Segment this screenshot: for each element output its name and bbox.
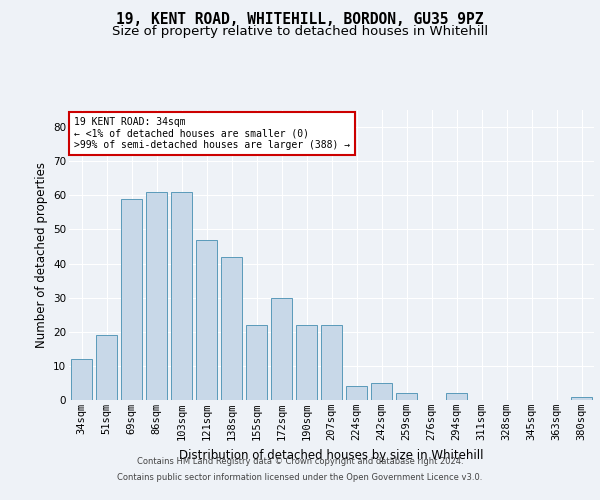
Bar: [271, 298, 292, 400]
Bar: [296, 325, 317, 400]
Bar: [246, 325, 267, 400]
Bar: [396, 393, 417, 400]
Text: Contains HM Land Registry data © Crown copyright and database right 2024.: Contains HM Land Registry data © Crown c…: [137, 458, 463, 466]
Bar: [196, 240, 217, 400]
Bar: [346, 386, 367, 400]
Bar: [446, 393, 467, 400]
Y-axis label: Number of detached properties: Number of detached properties: [35, 162, 47, 348]
Text: 19, KENT ROAD, WHITEHILL, BORDON, GU35 9PZ: 19, KENT ROAD, WHITEHILL, BORDON, GU35 9…: [116, 12, 484, 28]
Bar: [321, 325, 342, 400]
Bar: [221, 256, 242, 400]
Bar: [571, 396, 592, 400]
X-axis label: Distribution of detached houses by size in Whitehill: Distribution of detached houses by size …: [179, 448, 484, 462]
Bar: [121, 198, 142, 400]
Text: Contains public sector information licensed under the Open Government Licence v3: Contains public sector information licen…: [118, 472, 482, 482]
Text: Size of property relative to detached houses in Whitehill: Size of property relative to detached ho…: [112, 25, 488, 38]
Bar: [371, 383, 392, 400]
Bar: [171, 192, 192, 400]
Bar: [71, 359, 92, 400]
Text: 19 KENT ROAD: 34sqm
← <1% of detached houses are smaller (0)
>99% of semi-detach: 19 KENT ROAD: 34sqm ← <1% of detached ho…: [74, 117, 350, 150]
Bar: [146, 192, 167, 400]
Bar: [96, 335, 117, 400]
